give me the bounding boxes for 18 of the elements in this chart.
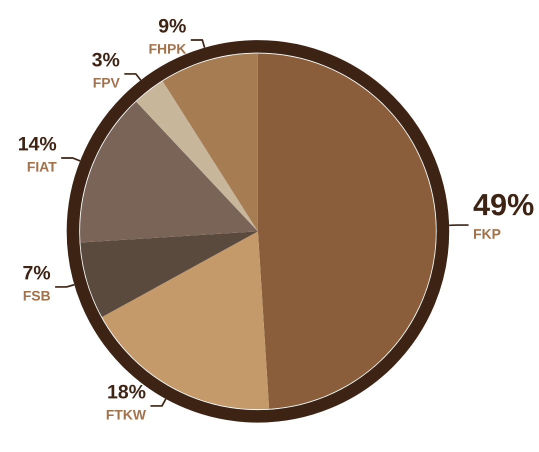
data-label: 7%	[23, 266, 50, 280]
pie-slice	[102, 231, 270, 410]
data-label: 3%	[92, 52, 120, 67]
slice-label: FIAT	[28, 162, 57, 172]
pie-slice	[258, 53, 436, 409]
slice-label: FHPK	[149, 44, 186, 54]
slice-label: FSB	[24, 290, 50, 301]
data-label: 14%	[18, 136, 56, 151]
slice-label: FPV	[94, 78, 120, 88]
data-label: 9%	[158, 18, 186, 33]
pie-slice	[162, 53, 258, 232]
pie-slice	[80, 102, 258, 243]
slice-label: FTKW	[106, 410, 146, 420]
data-label: 49%	[474, 194, 534, 216]
data-label: 18%	[108, 384, 146, 399]
pie-slice	[80, 231, 258, 318]
slice-label: FKP	[474, 229, 500, 239]
pie-slice	[136, 81, 258, 232]
